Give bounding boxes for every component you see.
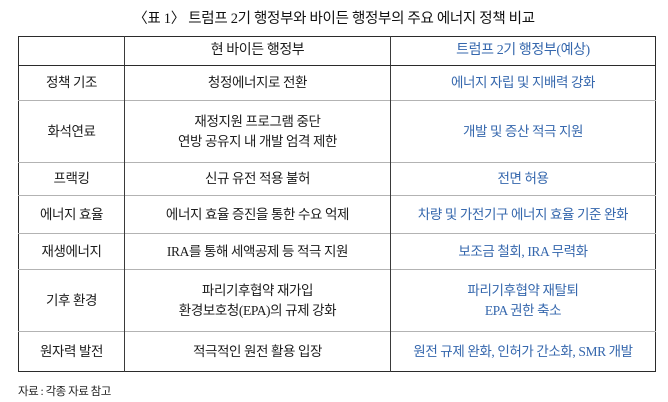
header-biden-administration: 현 바이든 행정부 xyxy=(124,36,391,66)
table-row: 정책 기조 청정에너지로 전환 에너지 자립 및 지배력 강화 xyxy=(19,65,656,101)
category-cell: 에너지 효율 xyxy=(18,195,125,234)
biden-policy-cell: IRA를 통해 세액공제 등 적극 지원 xyxy=(124,233,391,270)
cell-line: 청정에너지로 전환 xyxy=(207,75,308,91)
cell-line: EPA 권한 축소 xyxy=(484,302,562,318)
cell-line: 보조금 철회, IRA 무력화 xyxy=(458,243,588,259)
cell-line: 개발 및 증산 적극 지원 xyxy=(462,123,584,139)
category-cell: 기후 환경 xyxy=(18,269,125,332)
header-row: 현 바이든 행정부 트럼프 2기 행정부(예상) xyxy=(18,36,656,66)
cell-line: 전면 허용 xyxy=(497,171,549,187)
biden-policy-cell: 적극적인 원전 활용 입장 xyxy=(124,331,391,372)
page: 〈표 1〉 트럼프 2기 행정부와 바이든 행정부의 주요 에너지 정책 비교 … xyxy=(0,7,668,402)
header-category-cell xyxy=(18,36,125,66)
cell-line: 연방 공유지 내 개발 엄격 제한 xyxy=(177,133,338,149)
cell-line: 정책 기조 xyxy=(45,75,98,91)
table-row: 재생에너지 IRA를 통해 세액공제 등 적극 지원 보조금 철회, IRA 무력화 xyxy=(18,233,656,270)
table-row: 기후 환경 파리기후협약 재가입 환경보호청(EPA)의 규제 강화 파리기후협약 재… xyxy=(18,269,656,332)
cell-line: 화석연료 xyxy=(47,123,96,139)
trump-policy-cell: 파리기후협약 재탈퇴 EPA 권한 축소 xyxy=(390,269,656,332)
trump-policy-cell: 전면 허용 xyxy=(390,162,656,196)
source-note: 자료 : 각종 자료 참고 xyxy=(18,386,111,398)
cell-line: 파리기후협약 재가입 xyxy=(201,282,314,298)
biden-policy-cell: 청정에너지로 전환 xyxy=(124,65,391,101)
category-cell: 프랙킹 xyxy=(18,162,125,196)
cell-line: 원자력 발전 xyxy=(39,343,104,359)
category-cell: 정책 기조 xyxy=(19,66,125,101)
policy-comparison-table: 현 바이든 행정부 트럼프 2기 행정부(예상) 정책 기조 청정에너지로 전환 에… xyxy=(18,36,656,372)
cell-line: 에너지 자립 및 지배력 강화 xyxy=(450,75,596,91)
table-row: 원자력 발전 적극적인 원전 활용 입장 원전 규제 완화, 인허가 간소화, SM… xyxy=(18,331,656,372)
cell-line: 적극적인 원전 활용 입장 xyxy=(192,343,323,359)
trump-policy-cell: 개발 및 증산 적극 지원 xyxy=(390,100,656,163)
header-trump-administration: 트럼프 2기 행정부(예상) xyxy=(390,36,656,66)
cell-line: 기후 환경 xyxy=(45,292,98,308)
cell-line: 차량 및 가전기구 에너지 효율 기준 완화 xyxy=(417,206,629,222)
trump-policy-cell: 원전 규제 완화, 인허가 간소화, SMR 개발 xyxy=(390,331,656,372)
cell-line: 에너지 효율 증진을 통한 수요 억제 xyxy=(165,206,350,222)
cell-line: 재생에너지 xyxy=(41,243,102,259)
table-row: 프랙킹 신규 유전 적용 불허 전면 허용 xyxy=(18,162,656,196)
cell-line: 파리기후협약 재탈퇴 xyxy=(467,282,579,298)
cell-line: 에너지 효율 xyxy=(39,206,104,222)
cell-line: 신규 유전 적용 불허 xyxy=(204,171,311,187)
cell-line: 원전 규제 완화, 인허가 간소화, SMR 개발 xyxy=(413,343,633,359)
table-row: 에너지 효율 에너지 효율 증진을 통한 수요 억제 차량 및 가전기구 에너지 효… xyxy=(18,195,656,234)
trump-policy-cell: 차량 및 가전기구 에너지 효율 기준 완화 xyxy=(390,195,656,234)
category-cell: 화석연료 xyxy=(18,100,125,163)
cell-line: IRA를 통해 세액공제 등 적극 지원 xyxy=(166,243,349,259)
biden-policy-cell: 신규 유전 적용 불허 xyxy=(124,162,391,196)
table-caption: 〈표 1〉 트럼프 2기 행정부와 바이든 행정부의 주요 에너지 정책 비교 xyxy=(133,11,535,27)
cell-line: 프랙킹 xyxy=(53,171,90,187)
cell-line: 환경보호청(EPA)의 규제 강화 xyxy=(178,302,337,318)
trump-policy-cell: 보조금 철회, IRA 무력화 xyxy=(390,233,656,270)
biden-policy-cell: 에너지 효율 증진을 통한 수요 억제 xyxy=(124,195,391,234)
cell-line: 재정지원 프로그램 중단 xyxy=(194,113,321,129)
trump-policy-cell: 에너지 자립 및 지배력 강화 xyxy=(390,65,656,101)
category-cell: 원자력 발전 xyxy=(18,331,125,372)
category-cell: 재생에너지 xyxy=(18,233,125,270)
